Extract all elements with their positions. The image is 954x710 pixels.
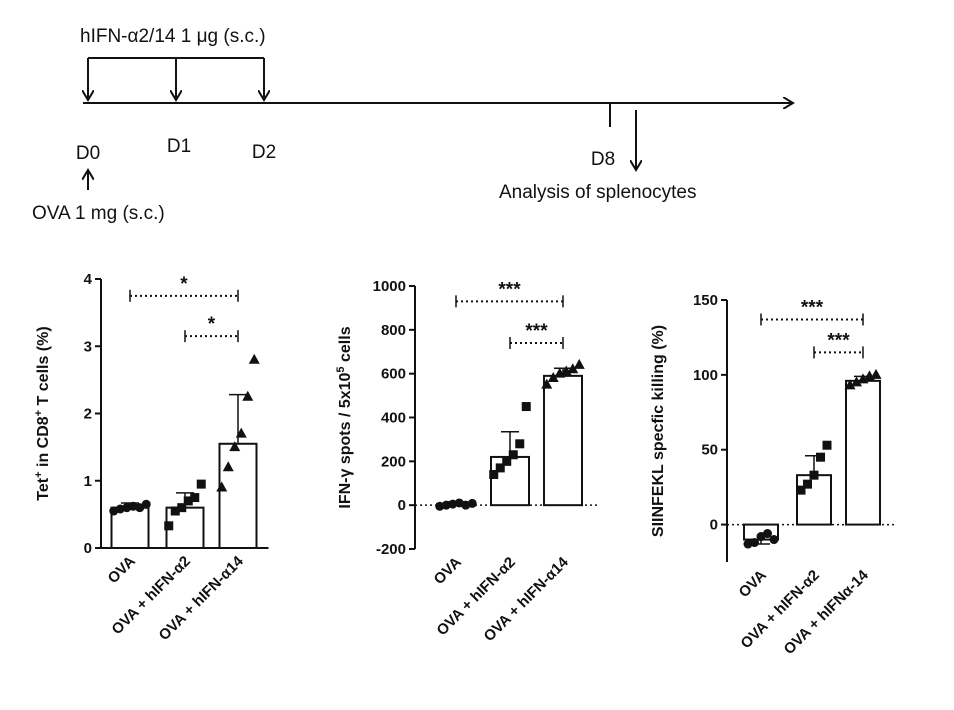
- data-point: [844, 379, 856, 390]
- data-point: [521, 402, 531, 412]
- data-point: [816, 452, 825, 462]
- y-axis-label: IFN-γ spots / 5x105 cells: [335, 326, 354, 508]
- data-point: [567, 363, 579, 374]
- data-point: [750, 538, 759, 548]
- data-point: [222, 461, 234, 472]
- bar-0: [110, 506, 150, 549]
- significance-label: ***: [525, 321, 548, 342]
- data-point: [495, 463, 505, 473]
- chart-ifn-spots: -200 0 200 400 600 800 1000 IFN-γ spots / 5x105…: [335, 278, 598, 645]
- data-point: [803, 479, 812, 489]
- day-label-d1: D1: [167, 136, 191, 157]
- day-label-d0: D0: [76, 143, 100, 164]
- data-point: [141, 499, 151, 509]
- y-axis-label: Tet+ in CD8+ T cells (%): [33, 326, 52, 500]
- data-point: [809, 470, 819, 480]
- data-point: [822, 440, 832, 450]
- data-point: [177, 503, 187, 513]
- y-tick-label: -200: [376, 541, 406, 558]
- category-label: OVA: [105, 553, 139, 587]
- data-point: [515, 439, 525, 449]
- data-point: [547, 372, 559, 383]
- data-point: [170, 506, 180, 516]
- y-tick-label: 0: [84, 540, 92, 557]
- data-point: [242, 390, 254, 401]
- data-point: [196, 479, 206, 489]
- y-tick-label: 1: [84, 473, 92, 490]
- timeline: hIFN-α2/14 1 μg (s.c.) D0 D1 D2 D8 Analy…: [32, 26, 793, 224]
- data-point: [489, 469, 499, 479]
- y-tick-label: 0: [398, 497, 406, 514]
- bar-2: [218, 442, 258, 550]
- data-point: [796, 485, 806, 495]
- y-tick-label: 1000: [373, 278, 406, 295]
- y-tick-label: 800: [381, 322, 406, 339]
- y-axis-label: SIINFEKL specfic killing (%): [650, 325, 667, 537]
- data-point: [235, 427, 247, 438]
- y-tick-label: 50: [701, 442, 718, 459]
- significance-label: *: [180, 274, 188, 295]
- data-point: [164, 521, 174, 531]
- data-point: [467, 498, 477, 508]
- data-point: [541, 378, 553, 389]
- day-label-d8: D8: [591, 149, 615, 170]
- data-point: [229, 441, 241, 452]
- data-point: [857, 373, 869, 384]
- y-tick-label: 600: [381, 366, 406, 383]
- category-label: OVA + hIFNα-14: [781, 566, 873, 658]
- y-tick-label: 4: [84, 271, 93, 288]
- significance-label: *: [208, 314, 216, 335]
- category-label: OVA: [736, 567, 770, 601]
- data-point: [870, 368, 882, 379]
- chart-specific-killing: 0 50 100 150 SIINFEKL specfic killing (%) OVA…: [650, 292, 896, 658]
- data-point: [183, 496, 193, 506]
- significance-label: ***: [801, 297, 824, 318]
- significance-label: ***: [827, 330, 850, 351]
- analysis-label: Analysis of splenocytes: [499, 182, 697, 203]
- bar-2: [543, 374, 583, 507]
- y-tick-label: 0: [710, 517, 718, 534]
- data-point: [248, 353, 260, 364]
- data-point: [851, 376, 862, 387]
- bar-2: [845, 379, 881, 526]
- category-label: OVA: [431, 554, 465, 588]
- treatment-label: hIFN-α2/14 1 μg (s.c.): [80, 26, 266, 47]
- y-tick-label: 3: [84, 338, 92, 355]
- ova-label: OVA 1 mg (s.c.): [32, 203, 165, 224]
- data-point: [769, 535, 779, 545]
- y-tick-label: 200: [381, 453, 406, 470]
- significance-label: ***: [498, 279, 521, 300]
- y-tick-label: 100: [693, 367, 718, 384]
- bar-1: [796, 474, 832, 526]
- data-point: [190, 493, 200, 503]
- y-tick-label: 2: [84, 406, 92, 423]
- data-point: [216, 481, 228, 492]
- y-tick-label: 400: [381, 410, 406, 427]
- data-point: [508, 450, 518, 460]
- day-label-d2: D2: [252, 142, 276, 163]
- data-point: [573, 358, 585, 369]
- y-tick-label: 150: [693, 292, 718, 309]
- data-point: [502, 456, 512, 466]
- data-point: [763, 529, 772, 539]
